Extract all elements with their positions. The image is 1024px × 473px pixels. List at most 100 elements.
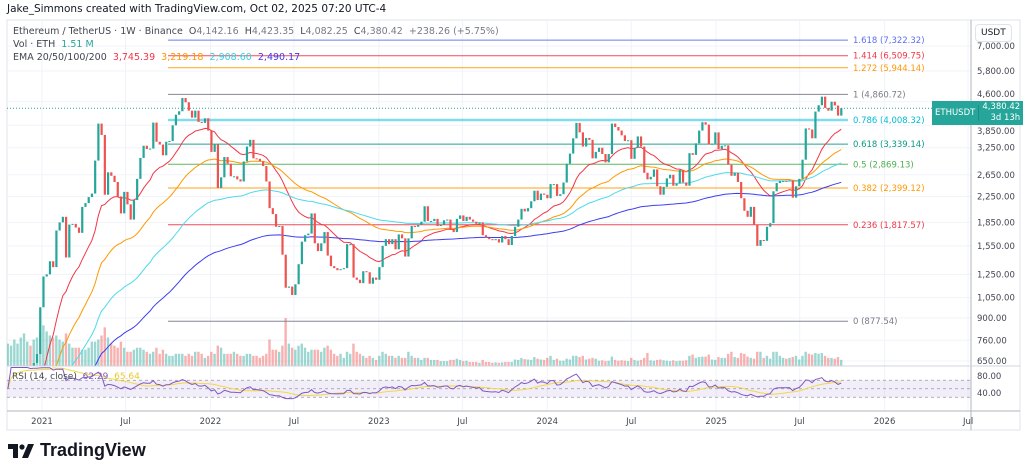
candle <box>465 216 468 221</box>
price-tick-label: 2,650.00 <box>977 171 1015 181</box>
candle <box>77 227 81 233</box>
volume-bar <box>807 353 811 366</box>
candle <box>662 186 665 195</box>
candle <box>759 239 762 246</box>
candle <box>294 284 297 295</box>
candle <box>588 137 591 140</box>
price-axis[interactable]: 7,000.00 5,800.00 4,600.00 3,850.00 3,250.00… <box>977 42 1015 399</box>
candle <box>42 276 45 308</box>
candle <box>769 223 772 227</box>
volume-bar <box>749 357 752 366</box>
candle <box>287 286 291 288</box>
time-tick-label: 2026 <box>874 417 896 427</box>
candle <box>278 226 281 228</box>
volume-bar <box>497 362 501 366</box>
candle <box>410 226 413 239</box>
time-tick-label: Jul <box>456 417 467 427</box>
candle <box>300 241 303 265</box>
volume-bar <box>723 357 727 366</box>
volume-bar <box>810 354 814 366</box>
candle <box>413 226 417 228</box>
candle <box>371 277 375 284</box>
open-label: O <box>188 26 197 37</box>
volume-bar <box>355 351 358 366</box>
candle <box>449 219 452 230</box>
volume-bar <box>520 357 523 366</box>
candle <box>64 216 68 258</box>
candle <box>304 235 307 242</box>
volume-bar <box>675 361 678 366</box>
candle <box>255 158 258 160</box>
candle <box>123 191 126 214</box>
low-label: L <box>300 26 306 37</box>
price-tick-label: 900.00 <box>977 314 1007 324</box>
volume-bar <box>135 347 139 366</box>
volume-bar <box>345 351 349 366</box>
candle <box>210 130 213 152</box>
fib-retracement[interactable]: 1.618 (7,322.32) 1.414 (6,509.75) 1.272 (5… <box>7 36 971 327</box>
candle <box>468 216 471 220</box>
volume-bar <box>349 353 352 366</box>
candle <box>675 183 678 186</box>
volume-bar <box>332 353 336 366</box>
candle <box>452 229 455 233</box>
volume-bar <box>562 360 565 366</box>
volume-bar <box>759 351 762 366</box>
candle <box>536 190 539 201</box>
candle <box>555 184 559 196</box>
volume-bar <box>9 345 13 366</box>
time-tick-label: Jul <box>119 417 130 427</box>
candle <box>772 191 775 224</box>
tradingview-logo[interactable]: TradingView <box>8 440 146 461</box>
candle <box>811 129 814 139</box>
candle <box>103 134 106 195</box>
candle <box>268 181 271 209</box>
candle <box>801 159 804 179</box>
volume-bar <box>691 354 694 366</box>
candle <box>656 169 659 187</box>
candle <box>704 122 707 125</box>
candle <box>116 181 119 197</box>
candle <box>620 130 623 136</box>
volume-bar <box>303 347 307 366</box>
volume-bar <box>733 357 736 366</box>
volume-label[interactable]: Vol · ETH <box>13 39 56 50</box>
candle <box>362 271 365 284</box>
candle <box>572 138 575 154</box>
time-axis[interactable]: 2021 Jul 2022 Jul 2023 Jul 2024 Jul 2025 Jul 2026 J… <box>31 417 973 427</box>
volume-bar <box>148 353 152 366</box>
volume-bar <box>814 352 817 366</box>
candle <box>630 140 633 159</box>
candle <box>543 193 546 195</box>
volume-bar <box>820 352 824 366</box>
candle <box>646 172 649 180</box>
price-tick-label: 3,850.00 <box>977 127 1015 137</box>
ema50-value: 3,219.18 <box>161 52 204 63</box>
volume-bar <box>255 355 258 366</box>
candle <box>55 230 58 268</box>
candle <box>7 432 9 436</box>
candle <box>226 157 229 164</box>
candle <box>778 180 782 184</box>
price-tick-label: 3,250.00 <box>977 144 1015 154</box>
volume-bar <box>730 351 733 366</box>
rsi-tick-label: 40.00 <box>977 389 1001 399</box>
candle <box>568 153 572 164</box>
price-tick-label: 7,000.00 <box>977 42 1015 52</box>
candle <box>824 96 827 108</box>
candle <box>194 110 197 118</box>
candle <box>501 235 504 243</box>
volume-bar <box>630 357 633 366</box>
candle <box>594 151 597 159</box>
volume-bar <box>258 357 261 366</box>
volume-bar <box>558 360 562 366</box>
candle <box>197 110 200 122</box>
candle <box>455 218 459 233</box>
rsi-label[interactable]: RSI (14, close) <box>12 372 77 382</box>
volume-bar <box>533 357 536 366</box>
candle <box>333 266 336 269</box>
ema-label[interactable]: EMA 20/50/100/200 <box>13 52 107 63</box>
symbol-title[interactable]: Ethereum / TetherUS · 1W · Binance <box>13 26 183 37</box>
currency-button[interactable]: USDT <box>975 24 1012 42</box>
